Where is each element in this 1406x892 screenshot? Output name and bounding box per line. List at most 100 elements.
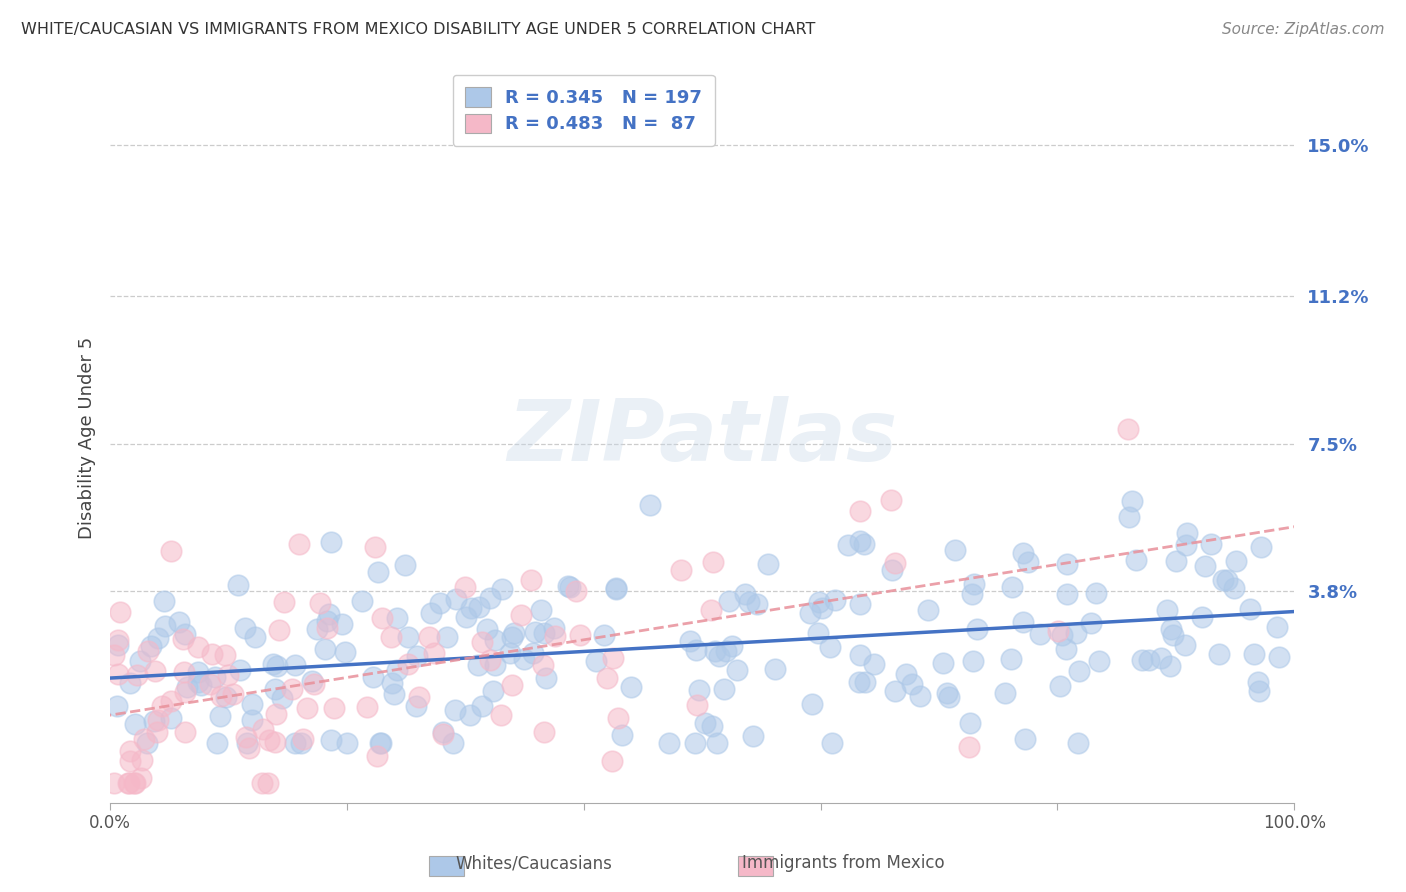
Point: [257, 733, 280, 747]
Point: [150, 699, 173, 714]
Point: [1080, 616, 1102, 631]
Point: [295, 700, 318, 714]
Point: [807, 625, 830, 640]
Y-axis label: Disability Age Under 5: Disability Age Under 5: [79, 336, 96, 539]
Point: [1001, 580, 1024, 594]
Point: [482, 684, 505, 698]
Point: [129, 654, 152, 668]
Point: [1125, 553, 1147, 567]
Point: [215, 690, 238, 704]
Point: [176, 680, 198, 694]
Point: [160, 711, 183, 725]
Point: [530, 603, 553, 617]
Point: [1088, 654, 1111, 668]
Point: [1130, 653, 1153, 667]
Point: [136, 736, 159, 750]
Point: [685, 643, 707, 657]
Point: [204, 670, 226, 684]
Legend: R = 0.345   N = 197, R = 0.483   N =  87: R = 0.345 N = 197, R = 0.483 N = 87: [453, 75, 714, 146]
Point: [444, 592, 467, 607]
Point: [190, 678, 212, 692]
Point: [1056, 557, 1078, 571]
Point: [1222, 581, 1244, 595]
Point: [585, 654, 607, 668]
Point: [1047, 624, 1070, 638]
Point: [270, 691, 292, 706]
Point: [700, 603, 723, 617]
Point: [138, 644, 160, 658]
Point: [405, 648, 427, 663]
Point: [1265, 620, 1288, 634]
Point: [132, 731, 155, 746]
Point: [478, 653, 501, 667]
Point: [1175, 526, 1198, 541]
Point: [560, 580, 582, 594]
Point: [596, 671, 619, 685]
Point: [243, 630, 266, 644]
Point: [187, 674, 209, 689]
Point: [938, 690, 960, 704]
Point: [849, 504, 872, 518]
Point: [222, 687, 245, 701]
Point: [702, 719, 724, 733]
Point: [1064, 625, 1087, 640]
Point: [124, 717, 146, 731]
Point: [103, 775, 125, 789]
Point: [713, 681, 735, 696]
Point: [460, 707, 482, 722]
Point: [686, 698, 709, 712]
Point: [143, 664, 166, 678]
Point: [264, 706, 287, 721]
Point: [284, 657, 307, 672]
Point: [174, 685, 197, 699]
Point: [901, 677, 924, 691]
Point: [145, 725, 167, 739]
Point: [146, 713, 169, 727]
Point: [910, 690, 932, 704]
Point: [966, 622, 988, 636]
Point: [385, 663, 408, 677]
Point: [848, 674, 870, 689]
Point: [385, 611, 408, 625]
Point: [808, 595, 831, 609]
Point: [1067, 665, 1090, 679]
Point: [467, 658, 489, 673]
Point: [543, 621, 565, 635]
Point: [725, 663, 748, 677]
Point: [1239, 601, 1261, 615]
Point: [173, 665, 195, 680]
Point: [491, 582, 513, 596]
Point: [837, 538, 859, 552]
Point: [129, 772, 152, 786]
Text: ZIPatlas: ZIPatlas: [508, 396, 897, 479]
Point: [714, 644, 737, 658]
Point: [396, 657, 419, 671]
Point: [501, 678, 523, 692]
Point: [292, 731, 315, 746]
Point: [432, 726, 454, 740]
Point: [531, 657, 554, 672]
Point: [1247, 674, 1270, 689]
Point: [602, 650, 624, 665]
Point: [688, 683, 710, 698]
Point: [405, 698, 427, 713]
Point: [720, 639, 742, 653]
Point: [105, 699, 128, 714]
Point: [569, 628, 592, 642]
Point: [380, 676, 402, 690]
Point: [1156, 603, 1178, 617]
Point: [418, 630, 440, 644]
Point: [1174, 538, 1197, 552]
Point: [702, 556, 724, 570]
Point: [363, 541, 385, 555]
Point: [557, 579, 579, 593]
Point: [747, 597, 769, 611]
Point: [703, 643, 725, 657]
Point: [963, 576, 986, 591]
Point: [441, 736, 464, 750]
Point: [718, 594, 741, 608]
Point: [236, 736, 259, 750]
Point: [1116, 422, 1139, 436]
Point: [1029, 626, 1052, 640]
Point: [620, 680, 643, 694]
